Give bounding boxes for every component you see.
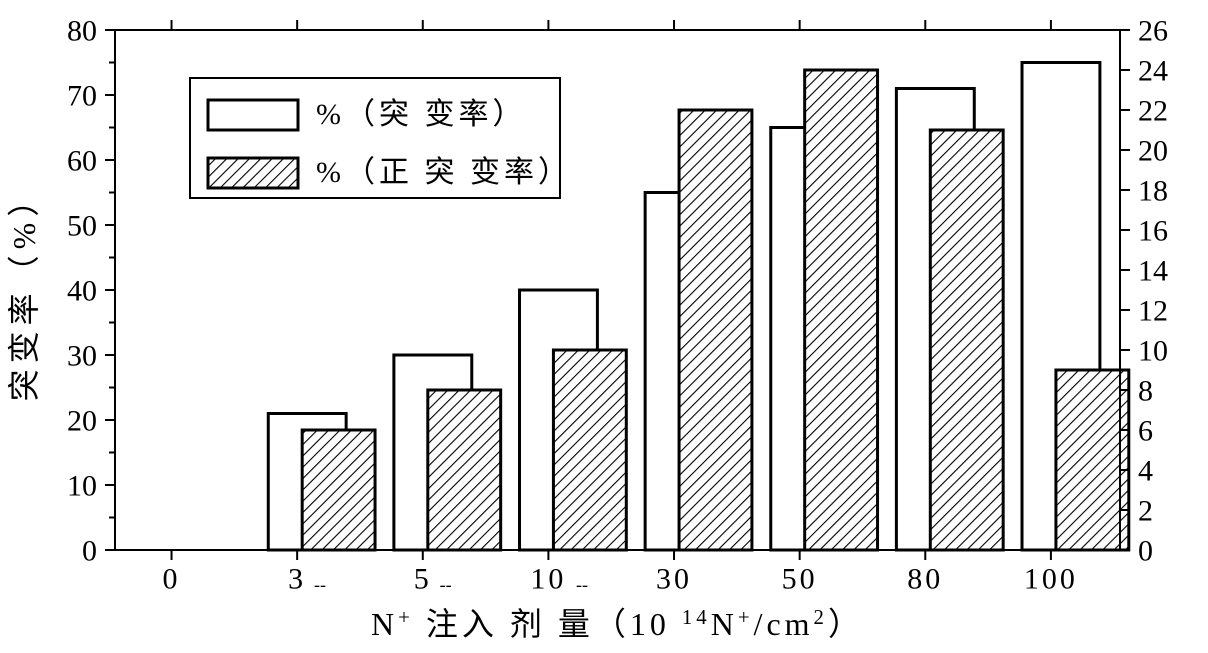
- bar-positive_mutation_rate-100: [1056, 370, 1129, 550]
- left-tick-label: 70: [67, 80, 97, 113]
- right-tick-label: 0: [1138, 535, 1153, 568]
- left-tick-label: 50: [67, 210, 97, 243]
- right-tick-label: 24: [1138, 55, 1168, 88]
- legend-swatch-hatched: [208, 158, 298, 188]
- svg-text:--: --: [576, 575, 588, 595]
- bar-positive_mutation_rate-10: [553, 350, 626, 550]
- right-tick-label: 20: [1138, 135, 1168, 168]
- chart-root: 0102030405060708002468101214161820222426…: [0, 0, 1208, 653]
- x-tick-label: 30: [656, 563, 692, 596]
- left-tick-label: 20: [67, 405, 97, 438]
- x-tick-label: 100: [1024, 563, 1078, 596]
- bar-positive_mutation_rate-50: [805, 70, 878, 550]
- x-tick-label: 10: [530, 563, 566, 596]
- bar-positive_mutation_rate-5: [428, 390, 501, 550]
- left-tick-label: 60: [67, 145, 97, 178]
- bar-positive_mutation_rate-80: [930, 130, 1003, 550]
- right-tick-label: 14: [1138, 255, 1168, 288]
- x-tick-label: 3: [288, 563, 306, 596]
- x-tick-label: 0: [163, 563, 181, 596]
- right-tick-label: 18: [1138, 175, 1168, 208]
- bar-positive_mutation_rate-30: [679, 110, 752, 550]
- x-tick-label: 80: [907, 563, 943, 596]
- svg-text:--: --: [314, 575, 326, 595]
- right-tick-label: 8: [1138, 375, 1153, 408]
- legend-label-open: %（突 变率）: [316, 98, 527, 131]
- left-tick-label: 30: [67, 340, 97, 373]
- right-tick-label: 10: [1138, 335, 1168, 368]
- x-tick-label: 50: [782, 563, 818, 596]
- left-tick-label: 80: [67, 15, 97, 48]
- right-tick-label: 12: [1138, 295, 1168, 328]
- svg-text:--: --: [440, 575, 452, 595]
- right-tick-label: 22: [1138, 95, 1168, 128]
- left-tick-label: 10: [67, 470, 97, 503]
- x-axis-label: N+ 注入 剂 量（10 14N+/cm2）: [371, 606, 864, 643]
- right-tick-label: 6: [1138, 415, 1153, 448]
- right-tick-label: 2: [1138, 495, 1153, 528]
- legend-label-hatched: %（正 突 变率）: [316, 156, 572, 189]
- x-tick-label: 5: [414, 563, 432, 596]
- left-tick-label: 0: [82, 535, 97, 568]
- right-tick-label: 26: [1138, 15, 1168, 48]
- bar-positive_mutation_rate-3: [302, 430, 375, 550]
- right-tick-label: 16: [1138, 215, 1168, 248]
- left-axis-label: 突变率（%）: [6, 179, 42, 402]
- right-tick-label: 4: [1138, 455, 1153, 488]
- legend-swatch-open: [208, 100, 298, 130]
- left-tick-label: 40: [67, 275, 97, 308]
- bar-chart: 0102030405060708002468101214161820222426…: [0, 0, 1208, 653]
